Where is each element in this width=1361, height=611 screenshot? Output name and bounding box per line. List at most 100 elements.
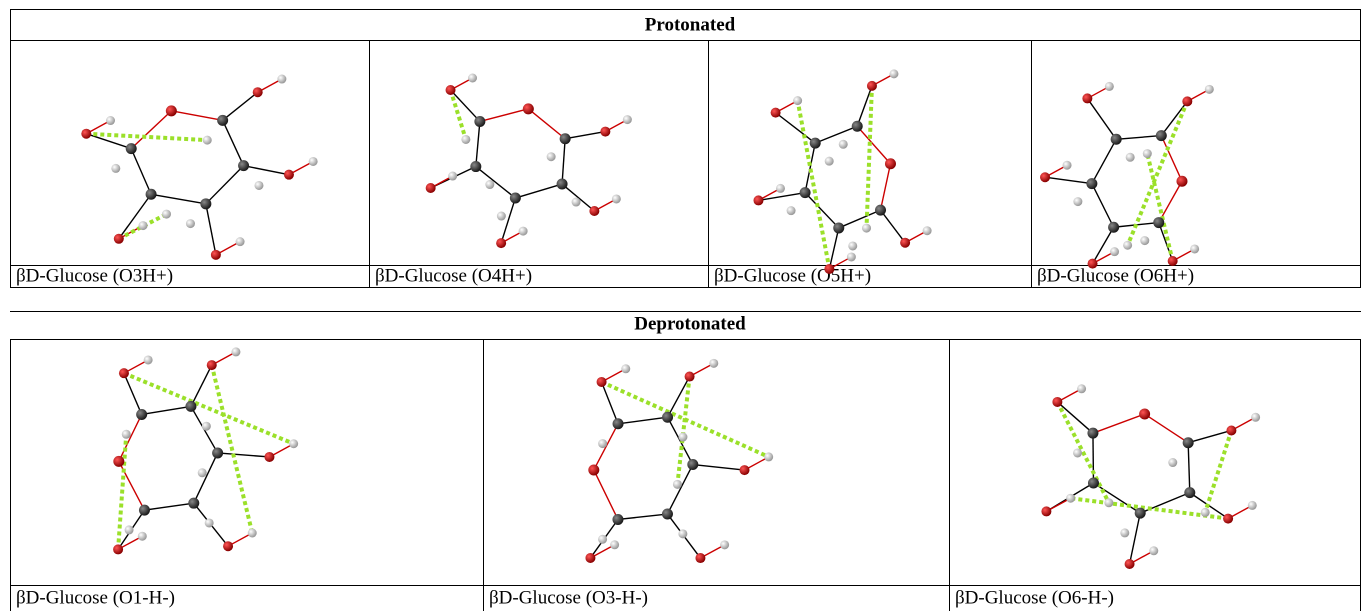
oxygen-atom: [1125, 559, 1135, 569]
oxygen-atom: [1040, 172, 1050, 182]
hydrogen-atom: [468, 74, 477, 83]
carbon-atom: [470, 161, 481, 172]
oxygen-atom: [1052, 397, 1062, 407]
bond: [1093, 414, 1145, 433]
hydrogen-atom: [1140, 236, 1149, 245]
carbon-atom: [139, 505, 150, 516]
oxygen-atom: [446, 85, 456, 95]
bond: [206, 166, 244, 204]
bond: [618, 514, 668, 519]
panel-label: βD-Glucose (O4H+): [375, 265, 532, 286]
bond: [131, 149, 151, 195]
bond: [1092, 139, 1116, 183]
oxygen-atom: [685, 372, 695, 382]
table-border: [11, 10, 1361, 288]
hydrogen-atom: [678, 529, 687, 538]
hydrogen-atom: [839, 140, 848, 149]
oxygen-atom: [113, 544, 123, 554]
oxygen-atom: [1139, 409, 1150, 420]
hydrogen-atom: [1201, 508, 1210, 517]
oxygen-atom: [585, 553, 595, 563]
protonated-table: Protonated βD-Glucose (O3H+) βD-Glucose …: [10, 10, 1361, 289]
oxygen-atom: [695, 553, 705, 563]
oxygen-atom: [496, 238, 506, 248]
bond: [562, 184, 594, 211]
carbon-atom: [560, 133, 571, 144]
hydrogen-atom: [793, 96, 802, 105]
figure: Protonated βD-Glucose (O3H+) βD-Glucose …: [0, 0, 1361, 611]
oxygen-atom: [588, 464, 599, 475]
oxygen-atom: [81, 129, 91, 139]
hydrogen-bond: [798, 101, 830, 269]
hydrogen-atom: [1110, 247, 1119, 256]
carbon-atom: [1183, 437, 1194, 448]
hydrogen-atom: [825, 157, 834, 166]
hydrogen-atom: [1168, 458, 1177, 467]
hydrogen-atom: [309, 157, 318, 166]
oxygen-atom: [824, 264, 834, 274]
section-title: Protonated: [645, 14, 736, 35]
hydrogen-atom: [1248, 501, 1257, 510]
carbon-atom: [613, 418, 624, 429]
hydrogen-atom: [923, 226, 932, 235]
bond: [194, 453, 218, 503]
bond: [668, 377, 690, 418]
bond: [805, 193, 839, 228]
hydrogen-atom: [572, 198, 581, 207]
bond: [565, 132, 605, 139]
oxygen-atom: [166, 105, 177, 116]
carbon-atom: [188, 498, 199, 509]
oxygen-atom: [900, 238, 910, 248]
bond: [218, 453, 270, 457]
hydrogen-atom: [776, 184, 785, 193]
panel-label: βD-Glucose (O6H+): [1037, 265, 1194, 286]
bond: [528, 109, 565, 139]
oxygen-atom: [284, 170, 294, 180]
bond: [1093, 433, 1094, 483]
bond: [829, 228, 838, 269]
carbon-atom: [146, 189, 157, 200]
carbon-atom: [185, 401, 196, 412]
hydrogen-bond: [677, 377, 689, 485]
hydrogen-atom: [720, 540, 729, 549]
bond: [1093, 483, 1140, 513]
oxygen-atom: [739, 465, 749, 475]
deprotonated-table: Deprotonated βD-Glucose (O1-H-) βD-Gluco…: [10, 312, 1361, 611]
carbon-atom: [1135, 508, 1146, 519]
oxygen-atom: [600, 127, 610, 137]
hydrogen-atom: [1066, 494, 1075, 503]
hydrogen-atom: [236, 237, 245, 246]
hydrogen-atom: [848, 241, 857, 250]
hydrogen-atom: [254, 181, 263, 190]
bond: [815, 126, 857, 143]
oxygen-atom: [211, 250, 221, 260]
hydrogen-atom: [277, 75, 286, 84]
bond: [857, 126, 890, 163]
carbon-atom: [687, 459, 698, 470]
bond: [476, 167, 516, 198]
bond: [594, 470, 618, 520]
bond: [668, 417, 693, 464]
hydrogen-atom: [289, 439, 298, 448]
carbon-atom: [852, 121, 863, 132]
oxygen-atom: [1223, 514, 1233, 524]
hydrogen-atom: [198, 468, 207, 477]
bond: [776, 113, 816, 144]
oxygen-atom: [867, 81, 877, 91]
bond: [171, 111, 222, 120]
bond: [1116, 136, 1161, 140]
bond: [191, 365, 212, 406]
panel-label: βD-Glucose (O3-H-): [489, 587, 648, 608]
carbon-atom: [833, 222, 844, 233]
hydrogen-atom: [847, 252, 856, 261]
carbon-atom: [1184, 487, 1195, 498]
carbon-atom: [800, 187, 811, 198]
oxygen-atom: [264, 452, 274, 462]
hydrogen-atom: [248, 528, 257, 537]
bond: [1159, 223, 1173, 261]
carbon-atom: [474, 116, 485, 127]
hydrogen-atom: [461, 135, 470, 144]
carbon-atom: [217, 115, 228, 126]
carbon-atom: [1108, 222, 1119, 233]
oxygen-atom: [426, 183, 436, 193]
